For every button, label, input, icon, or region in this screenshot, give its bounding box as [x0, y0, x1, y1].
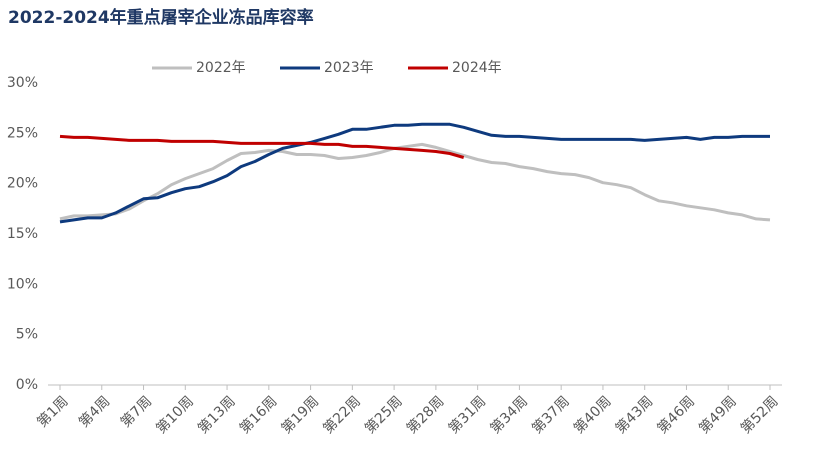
x-tick-label: 第13周 — [194, 393, 238, 437]
x-tick-label: 第34周 — [487, 393, 531, 437]
y-tick-label: 25% — [7, 125, 38, 141]
x-tick-label: 第37周 — [528, 393, 572, 437]
x-tick-label: 第16周 — [236, 393, 280, 437]
x-tick-label: 第25周 — [361, 393, 405, 437]
x-tick-label: 第40周 — [570, 393, 614, 437]
y-tick-label: 5% — [16, 327, 38, 343]
legend-label: 2022年 — [196, 60, 246, 76]
y-tick-label: 10% — [7, 276, 38, 292]
x-tick-label: 第49周 — [695, 393, 739, 437]
x-tick-label: 第52周 — [737, 393, 781, 437]
chart-title: 2022-2024年重点屠宰企业冻品库容率 — [8, 7, 314, 28]
series-line — [59, 122, 770, 224]
y-tick-label: 30% — [7, 75, 38, 91]
x-tick-label: 第19周 — [278, 393, 322, 437]
x-tick-label: 第7周 — [117, 393, 155, 431]
series-line — [59, 142, 771, 222]
legend-label: 2024年 — [452, 60, 502, 76]
x-tick-label: 第4周 — [75, 393, 113, 431]
x-tick-label: 第46周 — [654, 393, 698, 437]
x-tick-label: 第22周 — [320, 393, 364, 437]
x-tick-label: 第28周 — [403, 393, 447, 437]
x-tick-label: 第31周 — [445, 393, 489, 437]
x-tick-label: 第43周 — [612, 393, 656, 437]
y-tick-label: 20% — [7, 176, 38, 192]
series-line — [59, 134, 465, 159]
x-tick-label: 第10周 — [153, 393, 197, 437]
legend-label: 2023年 — [324, 60, 374, 76]
x-tick-label: 第1周 — [34, 393, 72, 431]
y-tick-label: 0% — [16, 377, 38, 393]
y-tick-label: 15% — [7, 226, 38, 242]
